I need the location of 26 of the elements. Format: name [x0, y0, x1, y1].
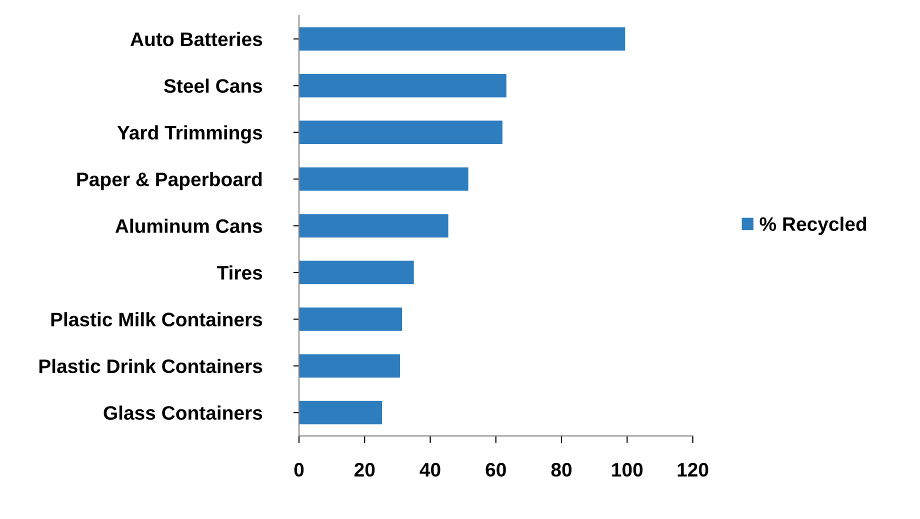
y-tick-label: Tires: [216, 265, 262, 280]
x-tick-label: 120: [678, 462, 708, 477]
y-tick-label: Steel Cans: [164, 78, 262, 93]
y-tick-label: Yard Trimmings: [117, 125, 262, 144]
bar: [299, 260, 414, 284]
bar: [299, 400, 382, 424]
y-tick-label: Plastic Milk Containers: [51, 312, 262, 326]
y-tick-label: Plastic Drink Containers: [39, 358, 262, 374]
bar: [299, 308, 402, 331]
y-tick-label: Auto Batteries: [130, 32, 262, 46]
bar: [299, 167, 468, 191]
bar: [299, 354, 400, 378]
y-tick-label: Glass Containers: [104, 406, 262, 420]
x-tick-label: 100: [612, 462, 643, 477]
bar: [299, 120, 502, 144]
bar: [299, 214, 448, 238]
x-tick-label: 0: [294, 462, 304, 477]
x-tick-label: 80: [551, 462, 572, 477]
bar: [299, 27, 626, 51]
bar: [299, 74, 506, 98]
y-tick-label: Paper & Paperboard: [77, 172, 262, 190]
y-tick-label: Aluminum Cans: [115, 218, 262, 233]
x-tick-label: 40: [420, 462, 440, 477]
x-tick-label: 20: [354, 462, 375, 477]
x-tick-label: 60: [486, 462, 506, 477]
legend-label: % Recycled: [760, 216, 866, 235]
